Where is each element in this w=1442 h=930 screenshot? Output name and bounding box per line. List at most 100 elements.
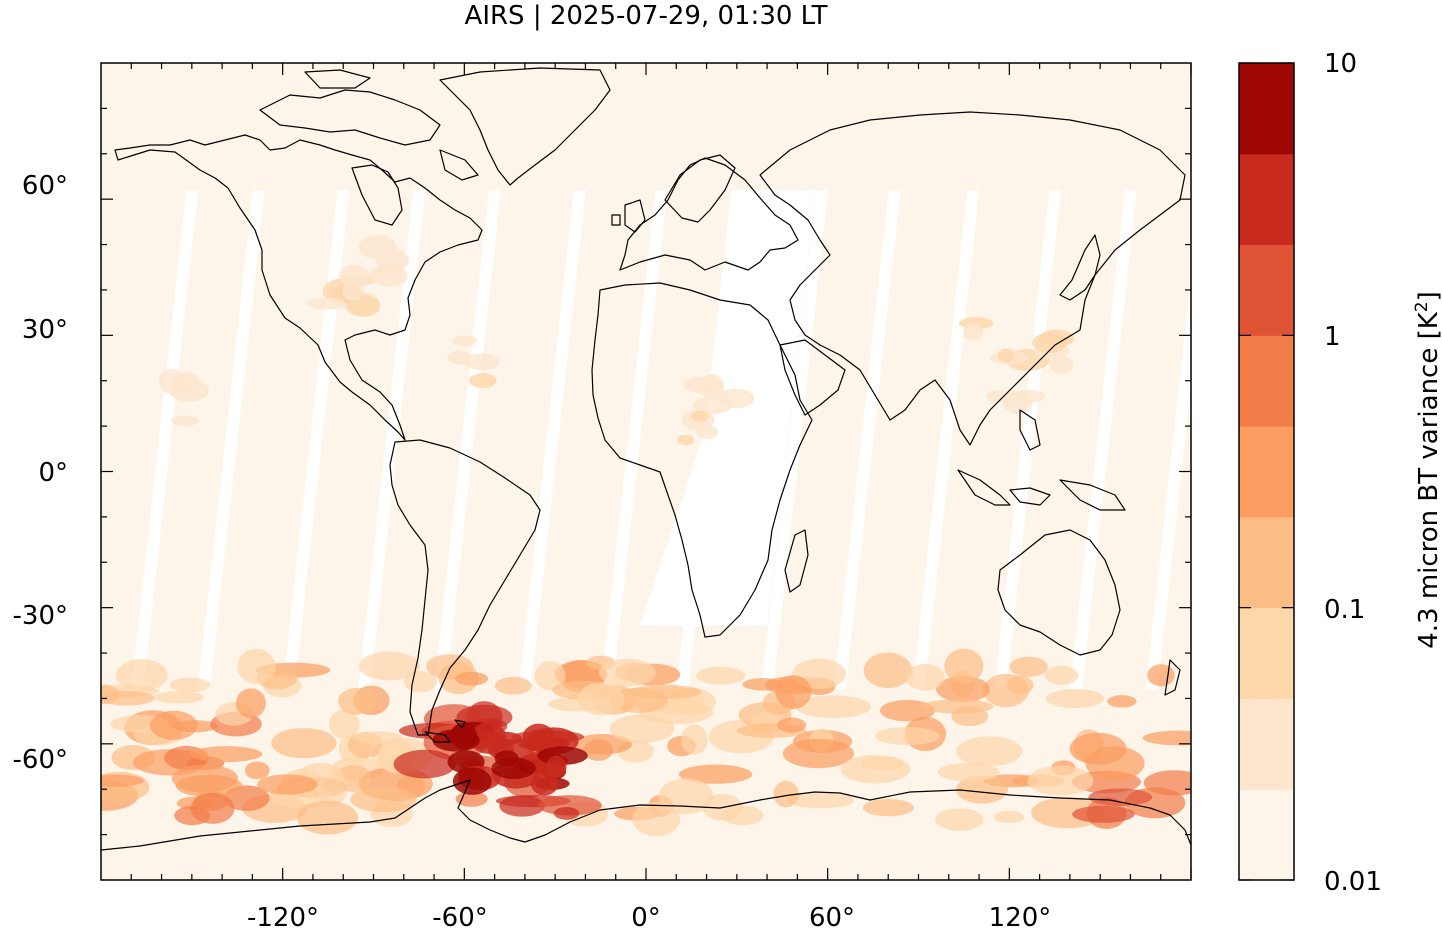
variance-cell	[782, 738, 854, 769]
variance-cell	[358, 651, 420, 681]
variance-cell	[1044, 665, 1079, 685]
variance-cell	[658, 778, 714, 815]
variance-cell	[468, 373, 497, 389]
orbit-gap	[131, 190, 199, 690]
variance-cell	[962, 322, 984, 341]
colorbar-label: 4.3 micron BT variance [K2]	[1412, 291, 1442, 649]
orbit-gap	[912, 190, 980, 690]
variance-cell	[115, 659, 168, 692]
variance-cell	[546, 755, 567, 778]
variance-cell	[609, 714, 675, 744]
variance-cell	[905, 663, 945, 691]
variance-cell	[454, 671, 489, 686]
coastline-north-america	[114, 134, 483, 441]
variance-cell	[1031, 332, 1068, 353]
variance-cell	[695, 666, 746, 685]
colorbar-step	[1239, 153, 1294, 246]
variance-cell	[862, 798, 914, 817]
y-tick-label: 60°	[22, 171, 68, 201]
y-tick-label: -30°	[13, 601, 68, 631]
coastline-tierra-del-fuego	[424, 719, 466, 743]
variance-cell	[374, 265, 397, 278]
orbit-gap	[518, 190, 586, 690]
colorbar-step	[1239, 426, 1294, 518]
variance-cell	[795, 695, 871, 719]
variance-cell	[997, 348, 1015, 363]
variance-cell	[452, 335, 477, 347]
variance-cell	[530, 770, 559, 796]
coastline-indonesia	[957, 409, 1126, 511]
variance-cell	[426, 654, 474, 680]
variance-cell	[494, 676, 532, 695]
coastline-africa	[591, 282, 813, 638]
variance-cell	[681, 724, 708, 755]
variance-cell	[534, 737, 570, 750]
coastline-scandinavia	[664, 154, 736, 223]
variance-cell	[1009, 656, 1048, 677]
variance-cell	[1027, 765, 1094, 796]
variance-cell	[875, 726, 940, 746]
variance-cell	[235, 688, 266, 719]
orbit-gap	[358, 190, 426, 690]
variance-cell	[935, 808, 984, 831]
coastline-south-america	[389, 439, 541, 736]
orbit-gap	[434, 190, 502, 690]
orbit-gap	[197, 190, 265, 690]
variance-cell	[773, 780, 799, 808]
colorbar-step	[1239, 789, 1294, 881]
variance-cell	[393, 749, 456, 779]
variance-cell	[1142, 730, 1191, 746]
colorbar-step	[1239, 335, 1294, 427]
coastline-new-zealand	[1164, 659, 1181, 696]
coastlines	[101, 67, 1191, 851]
variance-cell	[699, 374, 724, 399]
variance-cell	[149, 710, 198, 740]
map-ticks	[101, 63, 1192, 880]
variance-cell	[956, 775, 1008, 804]
orbit-gap	[833, 190, 901, 690]
variance-cell	[1049, 356, 1074, 375]
variance-cell	[494, 750, 519, 767]
orbit-gap	[1145, 277, 1191, 690]
x-tick-label: 60°	[809, 903, 855, 930]
variance-cell	[190, 793, 235, 824]
variance-cell	[777, 717, 807, 733]
x-tick-label: 0°	[631, 903, 661, 930]
variance-cell	[937, 762, 1000, 782]
variance-cell	[307, 297, 347, 310]
orbit-gap	[1069, 190, 1137, 690]
coastline-arabia	[779, 339, 846, 416]
variance-cell	[101, 684, 120, 705]
map-panel: -120° -60° 0° 60° 120° 60° 30° 0° -30° -…	[13, 62, 1192, 930]
variance-cell	[956, 736, 1023, 767]
coastline-asia	[759, 111, 1186, 446]
coastline-europe	[619, 157, 799, 271]
x-tick-label: 120°	[989, 903, 1052, 930]
variance-cell	[677, 434, 695, 446]
variance-cell	[244, 761, 270, 780]
variance-cell	[271, 727, 337, 759]
variance-cell	[598, 658, 656, 687]
variance-cell	[1107, 695, 1137, 708]
variance-cell	[879, 699, 936, 722]
coastline-antarctica	[101, 779, 1191, 851]
orbit-gap	[600, 190, 668, 690]
variance-cell	[1085, 746, 1145, 781]
variance-cell	[993, 810, 1025, 824]
variance-cell	[775, 675, 812, 709]
variance-cell	[578, 682, 625, 716]
variance-cell	[537, 795, 602, 816]
variance-cell	[257, 774, 318, 795]
variance-cell	[936, 676, 990, 703]
variance-cell	[787, 792, 855, 809]
variance-cell	[553, 807, 580, 820]
orbit-gap	[282, 190, 350, 690]
variance-cell	[296, 800, 359, 835]
colorbar-step	[1239, 63, 1294, 155]
variance-cell	[628, 684, 702, 699]
coastline-arctic-islands	[259, 69, 479, 181]
variance-cell	[1088, 788, 1153, 807]
x-axis-tick-labels: -120° -60° 0° 60° 120°	[247, 903, 1051, 930]
map-title: AIRS | 2025-07-29, 01:30 LT	[465, 1, 828, 31]
